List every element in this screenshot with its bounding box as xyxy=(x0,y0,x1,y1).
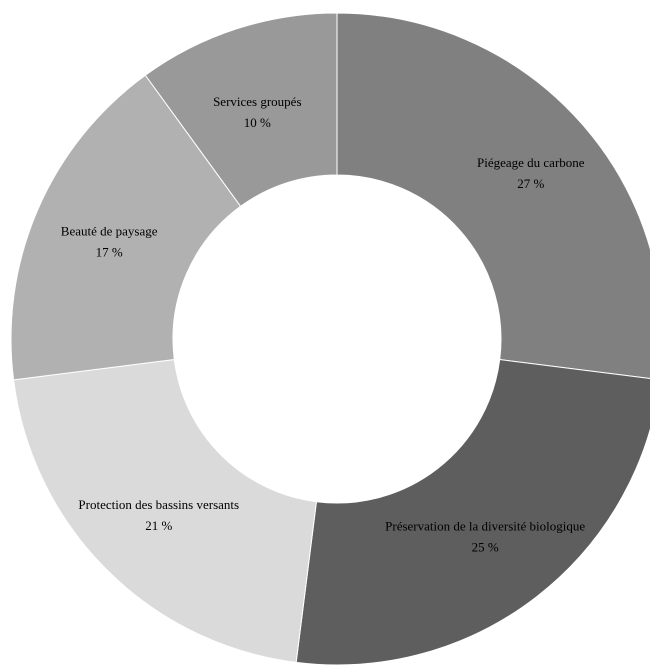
slice-label: Protection des bassins versants xyxy=(78,497,239,512)
slice-label: Préservation de la diversité biologique xyxy=(385,519,585,534)
donut-slice xyxy=(336,12,650,380)
donut-slices xyxy=(10,12,650,665)
donut-slice xyxy=(295,358,650,665)
slice-value-label: 17 % xyxy=(96,245,123,260)
slice-labels: Piégeage du carbone 27 % Préservation de l… xyxy=(61,94,586,555)
slice-value-label: 27 % xyxy=(517,176,544,191)
donut-slice xyxy=(10,74,242,381)
slice-value-label: 10 % xyxy=(244,115,271,130)
slice-label: Piégeage du carbone xyxy=(477,155,585,170)
donut-slice xyxy=(13,358,318,663)
slice-value-label: 21 % xyxy=(145,518,172,533)
slice-value-label: 25 % xyxy=(472,540,499,555)
donut-slice xyxy=(144,12,338,208)
slice-label: Beauté de paysage xyxy=(61,224,158,239)
slice-label: Services groupés xyxy=(213,94,301,109)
